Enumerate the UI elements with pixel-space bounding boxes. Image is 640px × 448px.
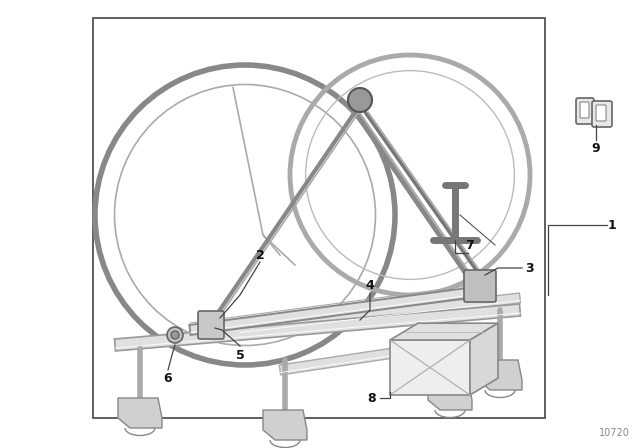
Circle shape bbox=[348, 88, 372, 112]
Text: 9: 9 bbox=[592, 142, 600, 155]
Text: 1: 1 bbox=[607, 219, 616, 232]
Polygon shape bbox=[115, 304, 520, 351]
Text: 3: 3 bbox=[525, 262, 534, 275]
Polygon shape bbox=[279, 335, 481, 375]
FancyBboxPatch shape bbox=[576, 98, 594, 124]
Text: 7: 7 bbox=[466, 238, 474, 251]
Text: 5: 5 bbox=[236, 349, 244, 362]
FancyBboxPatch shape bbox=[580, 102, 589, 118]
Text: 2: 2 bbox=[255, 249, 264, 262]
Polygon shape bbox=[470, 323, 498, 395]
Text: 6: 6 bbox=[164, 371, 172, 384]
FancyBboxPatch shape bbox=[592, 101, 612, 127]
Polygon shape bbox=[239, 293, 520, 335]
Text: 4: 4 bbox=[365, 279, 374, 292]
FancyBboxPatch shape bbox=[198, 311, 224, 339]
Polygon shape bbox=[390, 323, 498, 340]
Bar bbox=[93, 18, 545, 418]
Polygon shape bbox=[478, 360, 522, 390]
Circle shape bbox=[171, 331, 179, 339]
Polygon shape bbox=[428, 380, 472, 410]
FancyBboxPatch shape bbox=[464, 270, 496, 302]
Polygon shape bbox=[390, 340, 470, 395]
FancyBboxPatch shape bbox=[596, 105, 606, 121]
Polygon shape bbox=[263, 410, 307, 440]
Polygon shape bbox=[189, 285, 491, 335]
Text: 8: 8 bbox=[368, 392, 376, 405]
Text: 10720: 10720 bbox=[599, 428, 630, 438]
Polygon shape bbox=[118, 398, 162, 428]
Circle shape bbox=[167, 327, 183, 343]
